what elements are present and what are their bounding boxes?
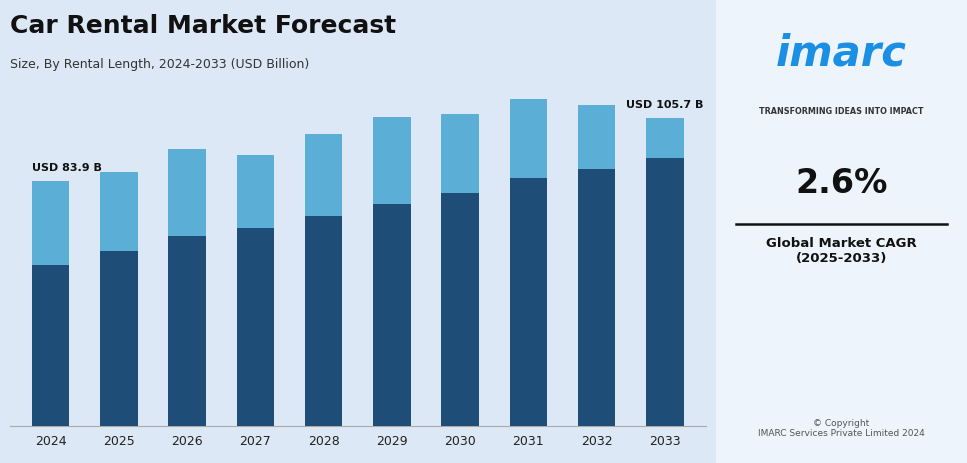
Bar	[373, 118, 411, 205]
Text: Global Market CAGR
(2025-2033): Global Market CAGR (2025-2033)	[766, 236, 917, 264]
Text: Car Rental Market Forecast: Car Rental Market Forecast	[10, 14, 396, 38]
Text: imarc: imarc	[776, 32, 907, 75]
Bar	[32, 266, 70, 426]
Text: TRANSFORMING IDEAS INTO IMPACT: TRANSFORMING IDEAS INTO IMPACT	[759, 106, 923, 115]
Bar	[305, 216, 342, 426]
Text: USD 83.9 B: USD 83.9 B	[32, 163, 102, 173]
Bar	[510, 179, 547, 426]
Bar	[101, 173, 137, 251]
Text: USD 105.7 B: USD 105.7 B	[627, 100, 704, 110]
Text: Size, By Rental Length, 2024-2033 (USD Billion): Size, By Rental Length, 2024-2033 (USD B…	[10, 58, 308, 71]
Bar	[237, 228, 275, 426]
Bar	[441, 193, 479, 426]
Bar	[305, 135, 342, 216]
Bar	[168, 237, 206, 426]
Bar	[101, 251, 137, 426]
Bar	[646, 158, 684, 426]
Text: 2.6%: 2.6%	[795, 167, 888, 200]
Bar	[578, 106, 615, 170]
Bar	[510, 100, 547, 179]
Bar	[441, 114, 479, 193]
Text: © Copyright
IMARC Services Private Limited 2024: © Copyright IMARC Services Private Limit…	[758, 418, 924, 438]
Bar	[32, 182, 70, 266]
Bar	[168, 150, 206, 237]
Bar	[646, 119, 684, 158]
Bar	[578, 170, 615, 426]
Bar	[373, 205, 411, 426]
Bar	[237, 155, 275, 228]
